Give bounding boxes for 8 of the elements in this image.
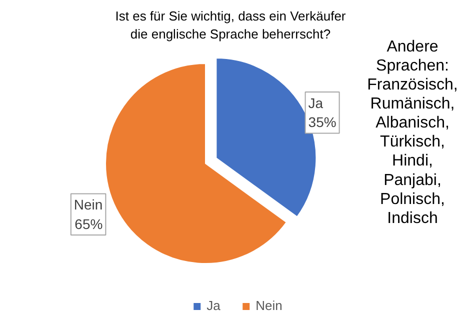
- chart-title: Ist es für Sie wichtig, dass ein Verkäufer die englische Sprache beherrscht?: [115, 8, 346, 42]
- data-label: 35%: [308, 114, 336, 130]
- data-label: 65%: [74, 216, 103, 232]
- slice-label: Nein: [74, 196, 103, 213]
- legend-label: Nein: [256, 298, 282, 313]
- legend-label: Ja: [206, 298, 222, 313]
- slice-label: Ja: [308, 95, 324, 112]
- text: Andere Sprachen: Französisch, Rumänisch, Albanisch, Türkisch, Hindi, Panjabi, Polnisch, Indisch: [367, 38, 458, 227]
